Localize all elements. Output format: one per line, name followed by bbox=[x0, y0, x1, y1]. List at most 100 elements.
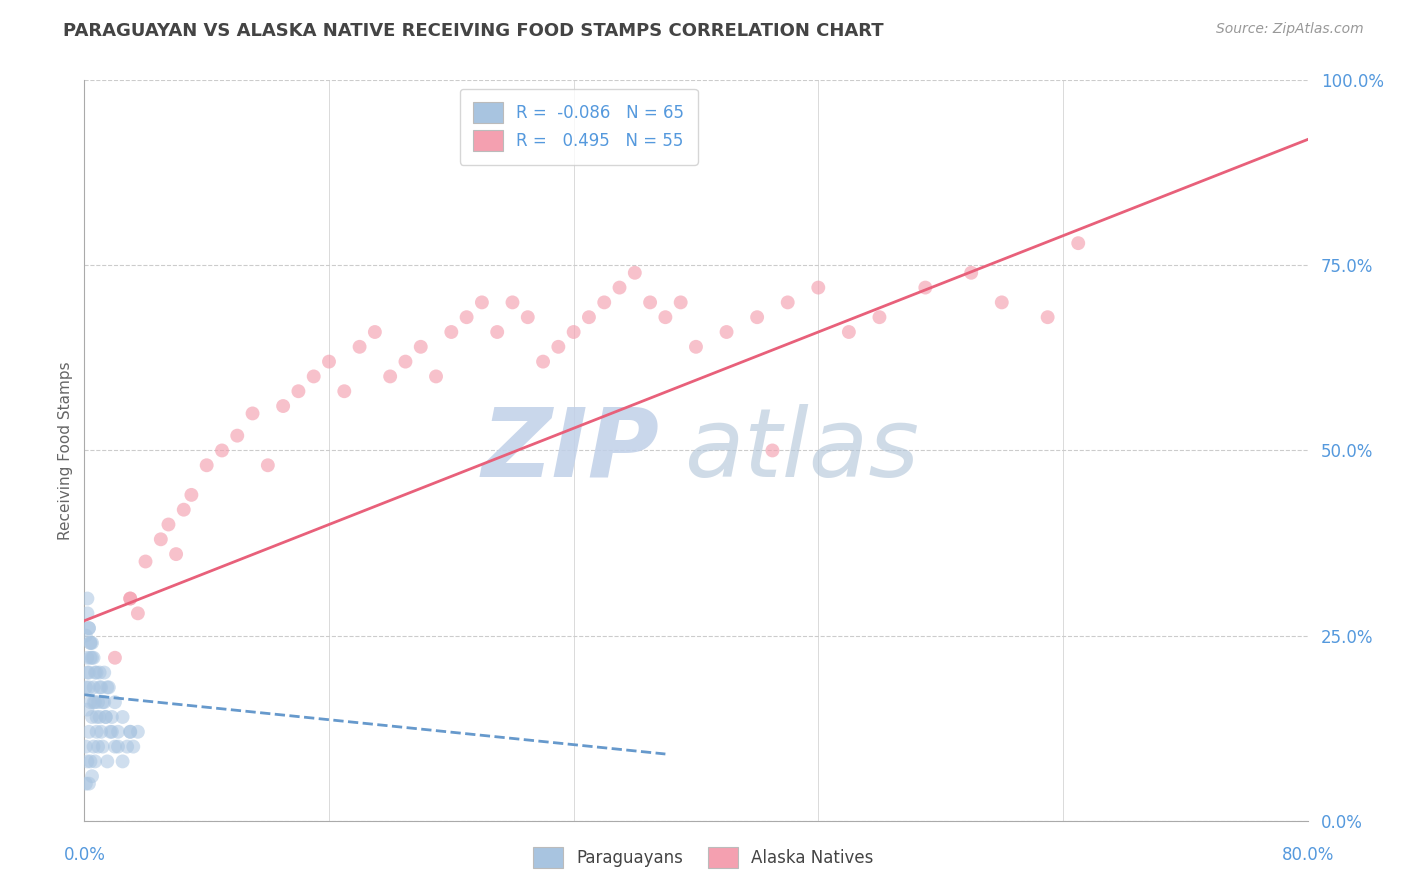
Point bbox=[83, 739, 105, 754]
Point bbox=[91, 695, 114, 709]
Point bbox=[425, 369, 447, 384]
Point bbox=[75, 628, 97, 642]
Point bbox=[111, 710, 134, 724]
Point bbox=[471, 295, 494, 310]
Point bbox=[318, 354, 340, 368]
Point bbox=[456, 310, 478, 325]
Text: 80.0%: 80.0% bbox=[1281, 846, 1334, 863]
Point bbox=[333, 384, 356, 399]
Point bbox=[761, 443, 783, 458]
Point bbox=[80, 650, 103, 665]
Point bbox=[486, 325, 509, 339]
Point bbox=[394, 354, 416, 368]
Point bbox=[86, 724, 108, 739]
Point bbox=[120, 724, 142, 739]
Point bbox=[76, 703, 98, 717]
Point bbox=[80, 636, 103, 650]
Point bbox=[84, 755, 107, 769]
Point bbox=[77, 621, 100, 635]
Point bbox=[991, 295, 1014, 310]
Point bbox=[349, 340, 371, 354]
Y-axis label: Receiving Food Stamps: Receiving Food Stamps bbox=[58, 361, 73, 540]
Point bbox=[89, 665, 111, 680]
Point bbox=[157, 517, 180, 532]
Point bbox=[83, 650, 105, 665]
Point bbox=[77, 724, 100, 739]
Point bbox=[960, 266, 983, 280]
Point bbox=[502, 295, 524, 310]
Point bbox=[173, 502, 195, 516]
Point bbox=[75, 739, 97, 754]
Point bbox=[257, 458, 280, 473]
Point bbox=[685, 340, 707, 354]
Point bbox=[747, 310, 769, 325]
Point bbox=[380, 369, 402, 384]
Point bbox=[271, 399, 294, 413]
Point bbox=[86, 665, 108, 680]
Point bbox=[83, 681, 105, 695]
Point bbox=[1067, 236, 1090, 251]
Point bbox=[101, 710, 124, 724]
Point bbox=[165, 547, 187, 561]
Point bbox=[104, 739, 127, 754]
Point bbox=[654, 310, 676, 325]
Point bbox=[79, 755, 101, 769]
Point bbox=[242, 407, 264, 421]
Point bbox=[776, 295, 799, 310]
Point bbox=[180, 488, 202, 502]
Point bbox=[96, 755, 118, 769]
Point bbox=[76, 607, 98, 621]
Text: Source: ZipAtlas.com: Source: ZipAtlas.com bbox=[1216, 22, 1364, 37]
Point bbox=[135, 555, 157, 569]
Point bbox=[127, 724, 149, 739]
Point bbox=[107, 739, 129, 754]
Point bbox=[127, 607, 149, 621]
Legend: R =  -0.086   N = 65, R =   0.495   N = 55: R = -0.086 N = 65, R = 0.495 N = 55 bbox=[460, 88, 697, 165]
Point bbox=[531, 354, 554, 368]
Point bbox=[79, 636, 101, 650]
Point bbox=[440, 325, 463, 339]
Point bbox=[77, 621, 100, 635]
Point bbox=[96, 681, 118, 695]
Point bbox=[98, 724, 121, 739]
Point bbox=[80, 710, 103, 724]
Point bbox=[83, 695, 105, 709]
Point bbox=[593, 295, 616, 310]
Point bbox=[669, 295, 692, 310]
Point bbox=[547, 340, 569, 354]
Point bbox=[76, 591, 98, 606]
Point bbox=[211, 443, 233, 458]
Text: ZIP: ZIP bbox=[481, 404, 659, 497]
Point bbox=[104, 650, 127, 665]
Point bbox=[94, 710, 117, 724]
Point bbox=[89, 710, 111, 724]
Point bbox=[77, 776, 100, 791]
Point bbox=[364, 325, 387, 339]
Point bbox=[122, 739, 145, 754]
Point bbox=[409, 340, 432, 354]
Point bbox=[838, 325, 860, 339]
Point bbox=[111, 755, 134, 769]
Point bbox=[716, 325, 738, 339]
Point bbox=[91, 739, 114, 754]
Point bbox=[86, 710, 108, 724]
Text: atlas: atlas bbox=[683, 404, 918, 497]
Point bbox=[75, 681, 97, 695]
Point bbox=[104, 695, 127, 709]
Point bbox=[562, 325, 585, 339]
Point bbox=[287, 384, 309, 399]
Point bbox=[79, 650, 101, 665]
Point bbox=[1036, 310, 1059, 325]
Point bbox=[115, 739, 138, 754]
Point bbox=[101, 724, 124, 739]
Point bbox=[79, 695, 101, 709]
Point bbox=[149, 533, 172, 547]
Point bbox=[77, 665, 100, 680]
Point bbox=[807, 280, 830, 294]
Point bbox=[578, 310, 600, 325]
Point bbox=[226, 428, 249, 442]
Point bbox=[93, 695, 115, 709]
Point bbox=[107, 724, 129, 739]
Point bbox=[120, 591, 142, 606]
Point bbox=[87, 739, 110, 754]
